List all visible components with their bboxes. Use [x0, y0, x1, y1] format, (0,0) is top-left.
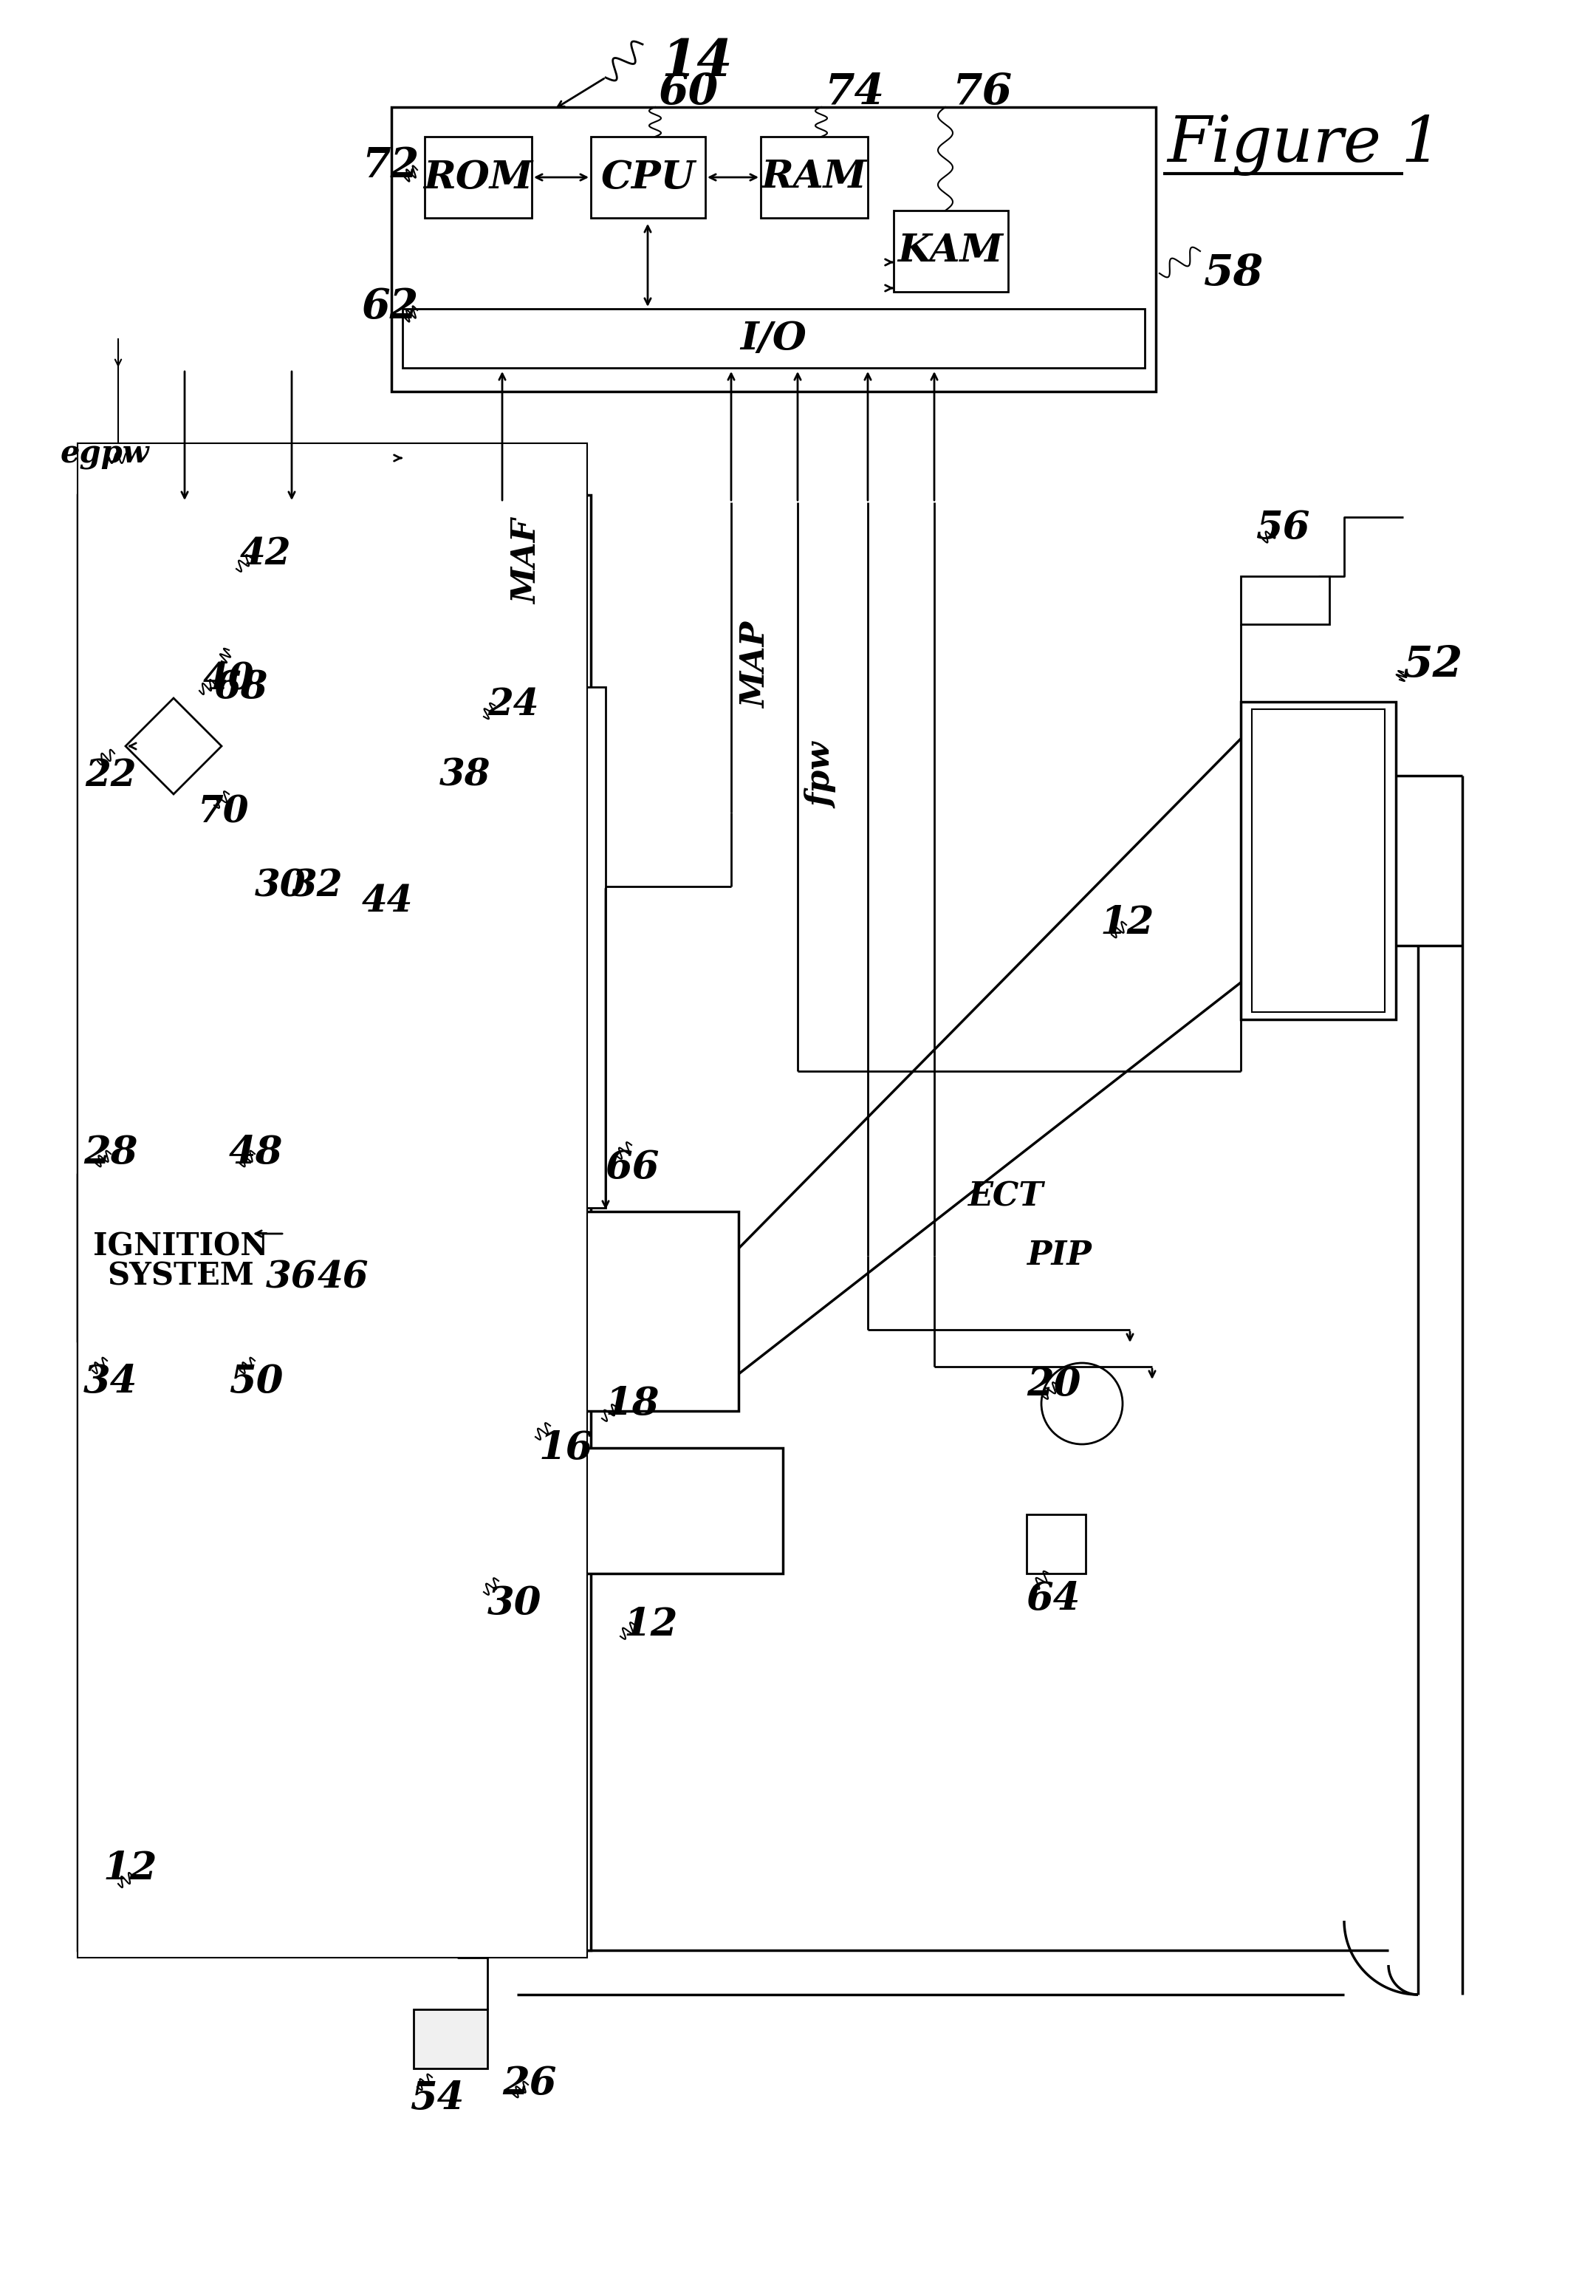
Text: 36: 36 — [267, 1261, 318, 1297]
Text: 12: 12 — [1100, 905, 1156, 941]
Bar — [894, 211, 1009, 292]
Text: SYSTEM: SYSTEM — [107, 1261, 254, 1290]
Bar — [267, 668, 410, 1148]
Text: 64: 64 — [1026, 1580, 1080, 1619]
Text: IGNITION: IGNITION — [93, 1231, 268, 1263]
Bar — [1240, 703, 1396, 1019]
Text: I/O: I/O — [741, 319, 806, 358]
Text: 76: 76 — [953, 71, 1013, 113]
Text: 12: 12 — [624, 1607, 678, 1644]
Text: Figure 1: Figure 1 — [1167, 115, 1441, 177]
Bar — [78, 443, 587, 1958]
Text: 48: 48 — [228, 1134, 282, 1171]
Bar — [287, 1449, 784, 1573]
Bar — [402, 308, 1144, 367]
Text: 26: 26 — [503, 2064, 557, 2103]
Text: ECT: ECT — [967, 1180, 1044, 1212]
Text: 20: 20 — [1026, 1366, 1080, 1403]
Bar — [270, 923, 407, 983]
Text: 30: 30 — [255, 868, 306, 905]
Text: 58: 58 — [1203, 253, 1264, 294]
Text: MAP: MAP — [741, 622, 772, 707]
Text: 60: 60 — [659, 71, 718, 113]
Text: 62: 62 — [362, 287, 418, 326]
Text: 30: 30 — [487, 1584, 541, 1621]
Text: 54: 54 — [410, 2080, 464, 2117]
Bar — [436, 687, 605, 1208]
Bar — [413, 2009, 487, 2069]
Text: 44: 44 — [362, 884, 413, 918]
Text: 28: 28 — [83, 1134, 137, 1171]
Text: 34: 34 — [83, 1362, 137, 1401]
Bar — [148, 523, 425, 618]
Text: CPU: CPU — [600, 158, 694, 195]
Text: 66: 66 — [605, 1148, 659, 1187]
Text: 18: 18 — [605, 1384, 659, 1424]
Text: 24: 24 — [487, 687, 539, 723]
Text: 12: 12 — [104, 1851, 158, 1887]
Bar — [1026, 1515, 1085, 1573]
Bar — [591, 138, 705, 218]
Bar — [1240, 576, 1329, 625]
Text: PIP: PIP — [1026, 1240, 1092, 1272]
Text: 16: 16 — [539, 1428, 594, 1467]
Bar — [78, 496, 591, 1949]
Bar — [436, 661, 480, 912]
Text: 70: 70 — [198, 794, 249, 831]
Text: KAM: KAM — [897, 232, 1004, 271]
Text: 46: 46 — [318, 1261, 369, 1297]
Bar — [236, 996, 436, 1249]
Text: 50: 50 — [228, 1362, 282, 1401]
Text: 56: 56 — [1256, 510, 1310, 546]
Text: MAF: MAF — [511, 519, 543, 604]
Bar — [251, 654, 425, 1221]
Text: 52: 52 — [1403, 643, 1464, 687]
Bar — [391, 108, 1156, 393]
Text: 32: 32 — [292, 868, 343, 905]
Text: 38: 38 — [439, 758, 490, 794]
Text: 74: 74 — [825, 71, 884, 113]
Text: RAM: RAM — [761, 158, 867, 195]
Text: 14: 14 — [661, 37, 733, 87]
Bar — [214, 1263, 417, 1469]
Text: 40: 40 — [203, 661, 254, 698]
Text: 42: 42 — [239, 535, 292, 572]
Polygon shape — [126, 698, 222, 794]
Bar — [447, 1212, 739, 1412]
Bar — [78, 1176, 284, 1341]
Text: fpw: fpw — [806, 744, 838, 808]
Bar — [233, 590, 287, 647]
Bar — [761, 138, 868, 218]
Text: ROM: ROM — [423, 158, 533, 195]
Text: egpw: egpw — [61, 439, 150, 471]
Text: 22: 22 — [85, 758, 136, 794]
Bar — [1251, 709, 1385, 1013]
Text: 72: 72 — [362, 147, 418, 186]
Bar — [425, 138, 531, 218]
Bar — [391, 797, 433, 854]
Text: 68: 68 — [214, 668, 268, 707]
